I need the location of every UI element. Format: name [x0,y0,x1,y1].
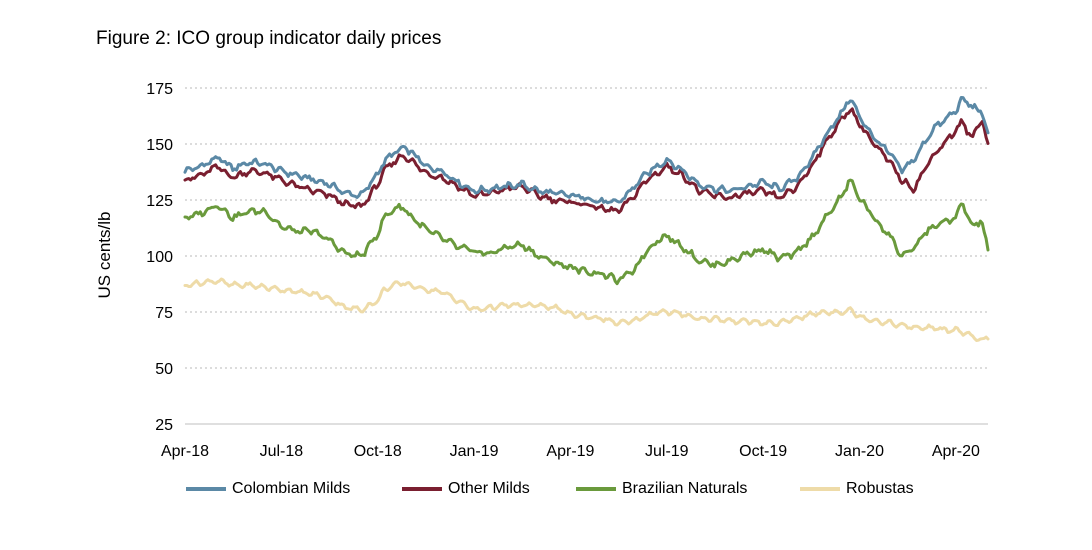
y-tick-label: 100 [146,249,173,266]
series-line-other-milds [183,107,990,214]
x-tick-label: Jul-18 [260,443,304,460]
legend-swatch [800,487,840,491]
series-lines [183,96,990,342]
x-tick-label: Apr-18 [161,443,209,460]
legend-label: Brazilian Naturals [622,480,748,497]
legend-label: Other Milds [448,480,530,497]
y-tick-label: 75 [155,305,173,322]
y-tick-label: 175 [146,81,173,98]
legend-item: Brazilian Naturals [576,480,747,498]
legend-swatch [186,487,226,491]
legend-swatch [576,487,616,491]
legend-item: Other Milds [402,480,530,498]
chart-title: Figure 2: ICO group indicator daily pric… [96,28,442,49]
x-tick-label: Jul-19 [645,443,689,460]
y-axis-label: US cents/lb [95,212,114,299]
legend-swatch [402,487,442,491]
series-line-robustas [183,277,990,342]
legend-item: Robustas [800,480,914,498]
y-tick-label: 125 [146,193,173,210]
y-tick-label: 150 [146,137,173,154]
legend: Colombian Milds Other Milds Brazilian Natu… [0,480,1092,504]
series-line-colombian-milds [183,96,990,205]
x-tick-label: Apr-20 [932,443,980,460]
series-line-brazilian-naturals [183,178,990,286]
legend-label: Robustas [846,480,914,497]
x-tick-label: Oct-18 [354,443,402,460]
y-axis-ticks: 25 50 75 100 125 150 175 [146,81,173,434]
y-tick-label: 50 [155,361,173,378]
x-tick-label: Jan-19 [450,443,499,460]
x-axis-ticks: Apr-18 Jul-18 Oct-18 Jan-19 Apr-19 Jul-19 Oct-… [161,443,980,460]
legend-label: Colombian Milds [232,480,351,497]
x-tick-label: Apr-19 [546,443,594,460]
x-tick-label: Jan-20 [835,443,884,460]
x-tick-label: Oct-19 [739,443,787,460]
legend-item: Colombian Milds [186,480,350,498]
y-tick-label: 25 [155,417,173,434]
